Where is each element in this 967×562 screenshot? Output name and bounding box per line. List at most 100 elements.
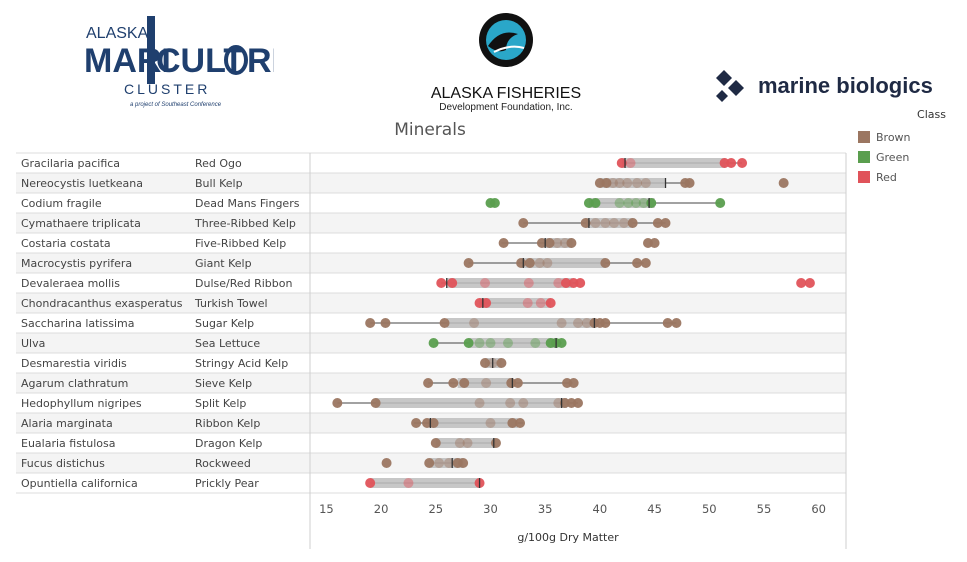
row-label-species: Chondracanthus exasperatus: [21, 297, 183, 310]
row-label-common: Stringy Acid Kelp: [195, 357, 288, 370]
range-band: [621, 158, 726, 168]
legend-item-red[interactable]: Red: [858, 167, 958, 187]
range-band: [523, 258, 606, 268]
data-point: [560, 278, 571, 288]
data-point: [381, 458, 392, 468]
data-point: [600, 258, 611, 268]
x-tick-label: 50: [702, 502, 717, 516]
data-point: [463, 338, 474, 348]
data-point: [462, 438, 473, 448]
x-axis-label: g/100g Dry Matter: [517, 531, 619, 544]
legend: Class Brown Green Red: [858, 108, 958, 187]
row-label-species: Gracilaria pacifica: [21, 157, 120, 170]
data-point: [726, 158, 737, 168]
x-tick-label: 45: [647, 502, 662, 516]
range-band: [585, 218, 633, 228]
legend-item-brown[interactable]: Brown: [858, 127, 958, 147]
range-band: [370, 478, 480, 488]
data-point: [516, 258, 527, 268]
x-tick-label: 30: [483, 502, 498, 516]
data-point: [544, 238, 555, 248]
data-point: [496, 358, 507, 368]
data-point: [600, 318, 611, 328]
logo-text-project: a project of Southeast Conference: [130, 102, 222, 108]
data-point: [627, 218, 638, 228]
row-label-species: Hedophyllum nigripes: [21, 397, 142, 410]
logo-text-afdf-sub: Development Foundation, Inc.: [439, 102, 572, 113]
row-label-species: Alaria marginata: [21, 417, 113, 430]
data-point: [608, 178, 619, 188]
row-label-common: Turkish Towel: [194, 297, 268, 310]
data-point: [632, 258, 643, 268]
legend-swatch-green: [858, 151, 870, 163]
data-point: [553, 278, 564, 288]
data-point: [573, 318, 583, 328]
row-label-common: Sugar Kelp: [195, 317, 254, 330]
data-point: [469, 318, 480, 328]
row-label-species: Fucus distichus: [21, 457, 105, 470]
data-point: [463, 258, 474, 268]
range-band: [375, 398, 568, 408]
legend-title: Class: [917, 108, 946, 121]
data-point: [630, 198, 641, 208]
row-label-species: Costaria costata: [21, 237, 111, 250]
data-point: [515, 418, 526, 428]
data-point: [370, 398, 381, 408]
data-point: [581, 318, 592, 328]
x-tick-label: 35: [538, 502, 553, 516]
logo-text-re: RE: [247, 42, 274, 80]
range-band: [588, 198, 655, 208]
row-label-common: Sieve Kelp: [195, 377, 252, 390]
range-band: [446, 318, 595, 328]
data-point: [489, 198, 500, 208]
data-point: [505, 398, 516, 408]
data-point: [424, 458, 435, 468]
row-label-common: Red Ogo: [195, 157, 242, 170]
legend-item-green[interactable]: Green: [858, 147, 958, 167]
row-label-species: Nereocystis luetkeana: [21, 177, 143, 190]
data-point: [542, 258, 553, 268]
data-point: [649, 238, 660, 248]
data-point: [575, 278, 586, 288]
data-point: [411, 418, 422, 428]
range-band: [435, 438, 496, 448]
marine-biologics-logo: marine biologics: [716, 70, 933, 102]
data-point: [632, 178, 643, 188]
row-label-species: Desmarestia viridis: [21, 357, 127, 370]
row-label-common: Three-Ribbed Kelp: [194, 217, 296, 230]
data-point: [556, 338, 567, 348]
row-label-common: Prickly Pear: [195, 477, 259, 490]
data-point: [507, 418, 518, 428]
range-band: [430, 418, 518, 428]
data-point: [715, 198, 726, 208]
data-point: [660, 218, 671, 228]
data-point: [512, 378, 523, 388]
alaska-mariculture-cluster-logo: ALASKA MARI CULT RE CLUSTER a project of…: [84, 16, 274, 108]
data-point: [568, 378, 579, 388]
data-point: [616, 158, 627, 168]
legend-label-brown: Brown: [876, 130, 911, 144]
data-point: [638, 198, 649, 208]
data-point: [640, 258, 651, 268]
data-point: [447, 278, 458, 288]
logo-text-cluster: CLUSTER: [124, 81, 210, 97]
range-band: [599, 178, 666, 188]
data-point: [590, 198, 601, 208]
data-point: [474, 338, 485, 348]
data-point: [600, 218, 611, 228]
data-point: [480, 358, 491, 368]
logo-text-mari: MARI: [84, 42, 171, 80]
x-tick-label: 20: [374, 502, 389, 516]
data-point: [439, 318, 450, 328]
data-point: [522, 298, 533, 308]
data-point: [804, 278, 815, 288]
data-point: [428, 338, 439, 348]
data-point: [502, 338, 513, 348]
row-label-common: Bull Kelp: [195, 177, 243, 190]
data-point: [614, 198, 625, 208]
data-point: [474, 398, 485, 408]
legend-label-green: Green: [876, 150, 910, 164]
data-point: [365, 478, 376, 488]
row-label-common: Rockweed: [195, 457, 251, 470]
